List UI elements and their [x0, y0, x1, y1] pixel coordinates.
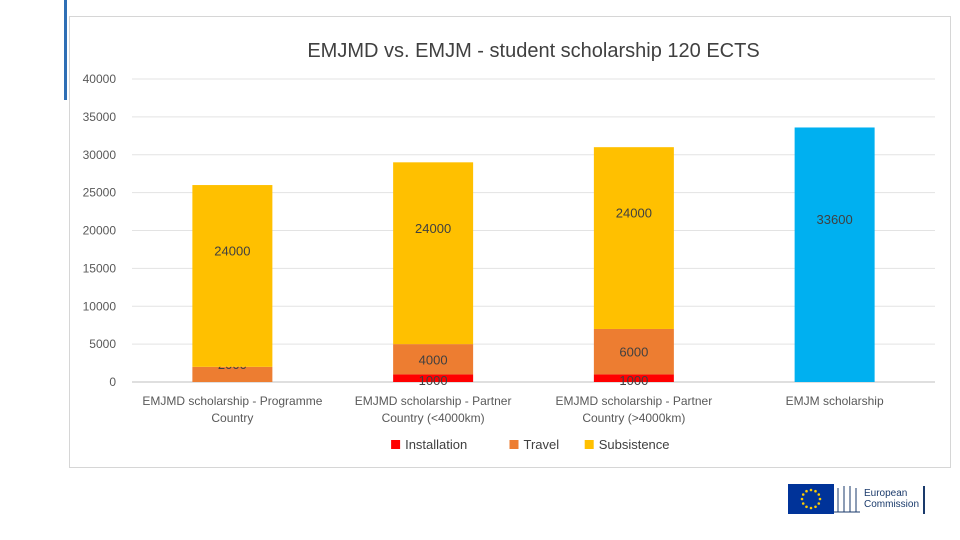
x-tick-label: EMJMD scholarship - Programme	[142, 394, 322, 408]
flag-star-icon	[814, 505, 817, 509]
flag-background	[788, 484, 834, 514]
y-tick-label: 20000	[83, 224, 117, 238]
bar-segment	[192, 185, 273, 367]
y-tick-label: 40000	[83, 72, 117, 86]
x-tick-label: EMJM scholarship	[786, 394, 884, 408]
berlaymont-building-icon	[834, 486, 860, 513]
data-label: 24000	[415, 221, 451, 236]
data-label: 1000	[419, 373, 448, 388]
logo-line-1: European	[864, 488, 908, 499]
slide-accent-line	[64, 0, 67, 100]
flag-star-icon	[809, 488, 813, 492]
bar-segment	[794, 127, 875, 382]
logo-divider	[923, 486, 925, 514]
data-label: 33600	[817, 212, 853, 227]
y-tick-label: 15000	[83, 261, 117, 275]
legend-label: Installation	[405, 437, 467, 452]
x-tick-label: Country	[211, 411, 253, 425]
flag-star-icon	[800, 497, 804, 501]
y-tick-label: 30000	[83, 148, 117, 162]
y-tick-label: 25000	[83, 186, 117, 200]
y-tick-label: 35000	[83, 110, 117, 124]
flag-star-icon	[818, 497, 822, 501]
legend-swatch	[391, 440, 401, 449]
legend-swatch	[584, 440, 594, 449]
flag-star-icon	[801, 493, 805, 496]
bar-segment	[393, 344, 474, 375]
logo-line-2: Commission	[864, 499, 920, 510]
x-tick-label: EMJMD scholarship - Partner	[355, 394, 512, 408]
legend-label: Travel	[524, 437, 560, 452]
data-label: 4000	[419, 352, 448, 367]
bar-segment	[393, 374, 474, 382]
bar-segment	[192, 366, 273, 382]
bar-segment	[593, 328, 674, 375]
flag-star-icon	[817, 502, 821, 505]
y-tick-label: 0	[109, 375, 116, 389]
data-label: 24000	[616, 206, 652, 221]
flag-star-icon	[805, 505, 808, 509]
legend-label: Subsistence	[599, 437, 670, 452]
chart-title: EMJMD vs. EMJM - student scholarship 120…	[307, 40, 759, 62]
bar-segment	[593, 374, 674, 382]
x-tick-label: Country (<4000km)	[382, 411, 485, 425]
data-label: 6000	[619, 345, 648, 360]
flag-star-icon	[817, 493, 821, 496]
flag-star-icon	[801, 502, 805, 505]
y-tick-label: 5000	[89, 337, 116, 351]
logo-text: European Commission	[864, 488, 919, 510]
flag-star-icon	[814, 489, 817, 493]
legend-swatch	[509, 440, 519, 449]
flag-star-icon	[809, 506, 813, 510]
flag-star-icon	[805, 489, 808, 493]
stacked-bar-chart: EMJMD vs. EMJM - student scholarship 120…	[83, 40, 935, 452]
european-commission-logo: European Commission	[788, 484, 928, 516]
data-label: 1000	[619, 373, 648, 388]
y-tick-label: 10000	[83, 299, 117, 313]
eu-flag-icon	[788, 484, 834, 514]
x-tick-label: Country (>4000km)	[582, 411, 685, 425]
chart-frame: EMJMD vs. EMJM - student scholarship 120…	[69, 16, 951, 468]
x-tick-label: EMJMD scholarship - Partner	[556, 394, 713, 408]
bar-segment	[393, 162, 474, 345]
data-label: 24000	[214, 243, 250, 258]
bar-segment	[593, 147, 674, 329]
